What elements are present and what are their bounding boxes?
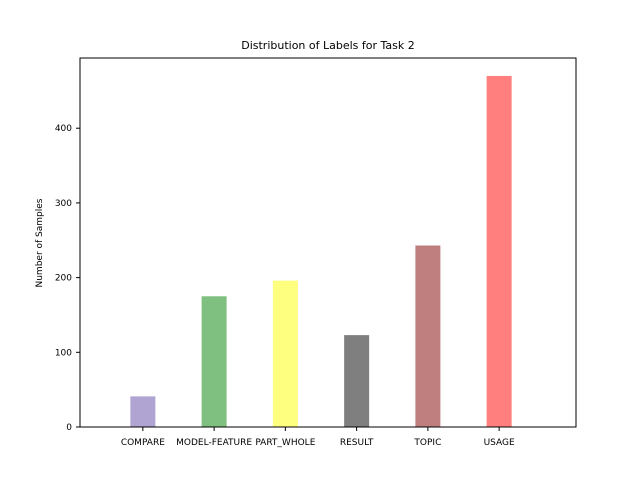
x-tick-label: COMPARE (121, 438, 165, 448)
y-axis-label: Number of Samples (35, 198, 45, 287)
x-tick-label: RESULT (340, 438, 374, 448)
bar-result (344, 335, 370, 427)
plot-frame (79, 57, 577, 428)
bar-usage (486, 75, 512, 428)
bar-topic (415, 245, 441, 427)
bar-compare (130, 396, 156, 427)
x-tick-label: USAGE (484, 438, 515, 448)
y-tick-label: 200 (55, 274, 72, 284)
chart-title: Distribution of Labels for Task 2 (241, 39, 415, 52)
bar-part-whole (272, 280, 298, 427)
y-ticks-layer: 0 100 200 300 400 (55, 124, 80, 433)
y-tick-label: 300 (55, 199, 72, 209)
x-tick-label: MODEL-FEATURE (176, 438, 252, 448)
x-tick-label: TOPIC (413, 438, 441, 448)
y-tick-label: 100 (55, 348, 72, 358)
bar-model-feature (201, 296, 227, 427)
x-tick-label: PART_WHOLE (255, 438, 315, 448)
y-tick-label: 0 (66, 423, 72, 433)
x-ticks-layer: COMPARE MODEL-FEATURE PART_WHOLE RESULT TOPI… (121, 427, 515, 448)
y-tick-label: 400 (55, 124, 72, 134)
bars-layer (130, 75, 512, 428)
